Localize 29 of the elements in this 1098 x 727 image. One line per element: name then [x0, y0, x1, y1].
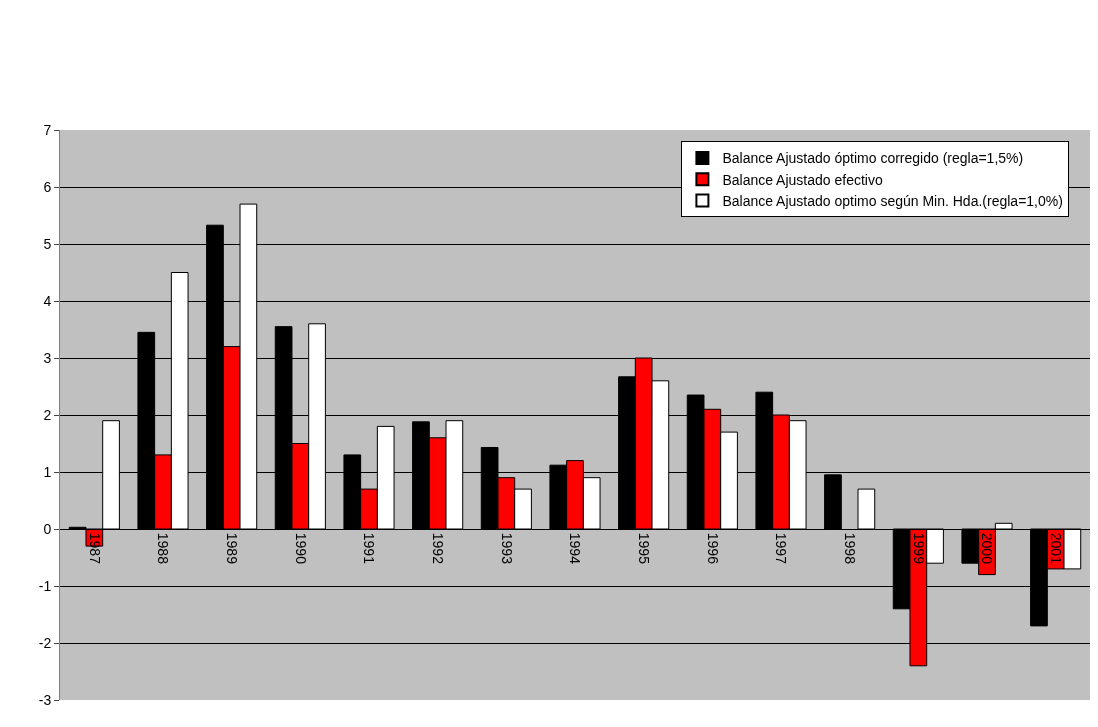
y-tick-label: -3: [38, 691, 52, 708]
legend-label: Balance Ajustado optimo según Min. Hda.(regla=1,0%): [722, 192, 1063, 209]
legend-label: Balance Ajustado efectivo: [722, 171, 883, 188]
y-tick-label: 7: [43, 121, 52, 138]
x-tick-label: 1988: [155, 532, 172, 565]
x-tick-label: 1994: [567, 532, 584, 565]
x-tick-label: 1990: [292, 532, 309, 565]
y-tick-label: 3: [43, 349, 52, 366]
y-tick-label: 2: [43, 406, 52, 423]
x-tick-label: 1996: [704, 532, 721, 565]
y-tick-label: -2: [38, 634, 52, 651]
y-tick-label: 1: [43, 463, 52, 480]
x-tick-label: 1993: [498, 532, 515, 565]
x-tick-label: 1991: [361, 532, 378, 565]
x-tick-label: 2000: [979, 532, 996, 565]
x-tick-label: 1999: [910, 532, 927, 565]
y-tick-label: -1: [38, 577, 52, 594]
x-tick-label: 1987: [86, 532, 103, 565]
x-tick-label: 1998: [842, 532, 859, 565]
legend-label: Balance Ajustado óptimo corregido (regla=1,5%): [722, 150, 1024, 167]
y-tick-label: 5: [43, 235, 52, 252]
x-tick-label: 1995: [636, 532, 653, 565]
y-tick-label: 0: [43, 520, 52, 537]
x-tick-label: 1997: [773, 532, 790, 565]
y-tick-label: 6: [43, 178, 52, 195]
x-tick-label: 2001: [1048, 532, 1065, 565]
y-tick-label: 4: [43, 292, 52, 309]
x-tick-label: 1989: [224, 532, 241, 565]
x-tick-label: 1992: [430, 532, 447, 565]
